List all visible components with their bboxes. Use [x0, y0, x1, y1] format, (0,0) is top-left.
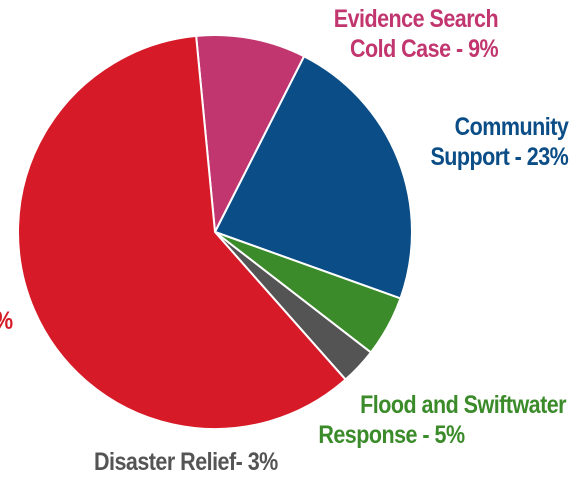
label-evidence-search-line2: Cold Case - 9% [349, 35, 499, 63]
label-other-partial: % [0, 306, 13, 336]
label-disaster-relief-line1: Disaster Relief- 3% [94, 448, 278, 476]
label-evidence-search: Evidence Search Cold Case - 9% [333, 4, 499, 64]
slice-evidence-search [195, 34, 306, 233]
label-disaster-relief: Disaster Relief- 3% [94, 447, 278, 477]
label-other-partial-text: % [0, 306, 13, 336]
label-flood-swiftwater: Flood and Swiftwater Response - 5% [318, 390, 566, 450]
label-community-support: Community Support - 23% [430, 112, 568, 172]
label-community-support-line2: Support - 23% [430, 143, 568, 171]
label-community-support-line1: Community [454, 113, 568, 141]
slice-other [16, 34, 347, 430]
label-evidence-search-line1: Evidence Search [333, 5, 499, 33]
label-flood-swiftwater-line2: Response - 5% [318, 421, 465, 449]
label-flood-swiftwater-line1: Flood and Swiftwater [360, 391, 566, 419]
slice-community-support [214, 55, 413, 300]
